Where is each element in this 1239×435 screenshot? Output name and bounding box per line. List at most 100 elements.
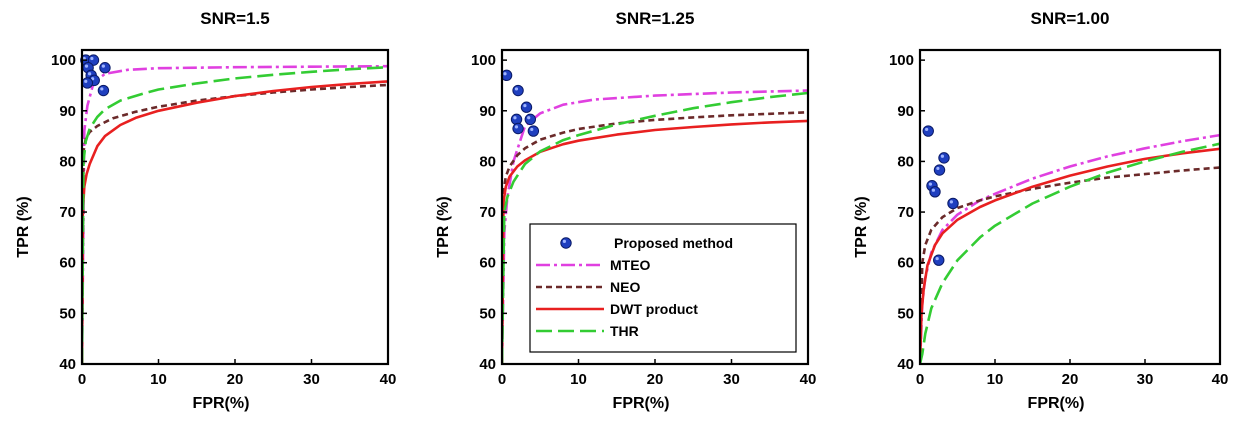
- scatter-group: [500, 69, 540, 137]
- y-tick-label: 100: [471, 52, 496, 69]
- scatter-point-highlight: [100, 87, 104, 91]
- legend-label-mteo: MTEO: [610, 257, 651, 273]
- x-tick-label: 0: [916, 371, 924, 388]
- x-tick-label: 20: [1062, 371, 1079, 388]
- y-tick-label: 90: [479, 103, 496, 120]
- scatter-point-highlight: [523, 104, 527, 108]
- series-line-neo: [502, 111, 808, 364]
- series-line-dwt-product: [82, 80, 388, 364]
- x-tick-label: 40: [380, 371, 397, 388]
- y-tick-label: 60: [897, 255, 914, 272]
- x-tick-label: 0: [498, 371, 506, 388]
- series-line-mteo: [82, 64, 388, 364]
- y-tick-label: 40: [479, 356, 496, 373]
- scatter-point-highlight: [84, 64, 89, 68]
- x-tick-label: 30: [303, 371, 320, 388]
- legend-label-neo: NEO: [610, 279, 640, 295]
- y-tick-label: 60: [479, 255, 496, 272]
- legend-marker-proposed-method: [560, 237, 572, 249]
- y-axis-label: TPR (%): [853, 196, 870, 257]
- series-line-neo: [920, 166, 1220, 364]
- y-tick-label: 40: [897, 356, 914, 373]
- scatter-point-highlight: [931, 188, 936, 192]
- x-tick-label: 0: [78, 371, 86, 388]
- y-tick-label: 40: [59, 356, 76, 373]
- x-axis-label: FPR(%): [193, 395, 250, 412]
- x-tick-label: 10: [570, 371, 587, 388]
- x-tick-label: 40: [800, 371, 817, 388]
- x-tick-label: 20: [227, 371, 244, 388]
- x-tick-label: 20: [647, 371, 664, 388]
- chart-title: SNR=1.00: [1031, 9, 1110, 28]
- y-tick-label: 50: [897, 305, 914, 322]
- legend: Proposed method MTEO NEO DWT product THR: [529, 223, 797, 353]
- scatter-point-highlight: [503, 72, 507, 76]
- chart-panel-3: SNR=1.00 0 10 20 30 40 40 50 60 70 80 90 100 FPR(%) TP…: [853, 9, 1228, 412]
- scatter-point-highlight: [87, 72, 92, 76]
- scatter-point: [947, 197, 959, 210]
- scatter-point: [520, 101, 533, 113]
- scatter-point: [99, 62, 111, 74]
- scatter-point: [933, 254, 945, 266]
- y-tick-label: 80: [59, 153, 76, 170]
- series-line-thr: [82, 65, 388, 364]
- scatter-point: [527, 125, 540, 137]
- series-group: [502, 89, 808, 364]
- scatter-point: [81, 77, 94, 89]
- x-axis-label: FPR(%): [1028, 395, 1085, 412]
- scatter-point: [933, 164, 946, 176]
- x-tick-label: 30: [1137, 371, 1154, 388]
- series-line-mteo: [920, 133, 1220, 364]
- scatter-point-highlight: [935, 256, 939, 261]
- series-line-dwt-product: [502, 119, 808, 364]
- y-tick-label: 70: [59, 204, 76, 221]
- x-tick-label: 40: [1212, 371, 1229, 388]
- y-tick-label: 60: [59, 255, 76, 272]
- y-tick-label: 70: [897, 204, 914, 221]
- scatter-point-highlight: [928, 182, 933, 186]
- scatter-point-highlight: [84, 79, 88, 83]
- y-tick-label: 70: [479, 204, 496, 221]
- scatter-point: [938, 152, 950, 164]
- scatter-point: [929, 186, 941, 198]
- scatter-point: [512, 84, 524, 97]
- y-tick-label: 50: [479, 305, 496, 322]
- scatter-group: [80, 54, 111, 97]
- series-line-mteo: [502, 89, 808, 364]
- axes-frame: [918, 48, 1222, 366]
- legend-label-thr: THR: [610, 323, 639, 339]
- scatter-point-highlight: [530, 127, 534, 132]
- chart-panel-1: SNR=1.5 0 10 20 30 40 40 50 60 70 80 90 100 FPR(%) TPR…: [15, 9, 396, 412]
- legend-box: [529, 223, 797, 353]
- series-line-neo: [82, 83, 388, 364]
- scatter-point-highlight: [514, 125, 519, 129]
- scatter-point: [97, 84, 110, 97]
- y-tick-label: 100: [889, 52, 914, 69]
- series-line-dwt-product: [920, 147, 1220, 364]
- scatter-point-highlight: [940, 154, 945, 158]
- x-tick-label: 30: [723, 371, 740, 388]
- x-axis-label: FPR(%): [613, 395, 670, 412]
- scatter-point: [922, 125, 934, 137]
- scatter-group: [922, 125, 959, 266]
- scatter-point: [512, 122, 524, 135]
- scatter-point-highlight: [90, 56, 94, 61]
- chart-title: SNR=1.5: [200, 9, 269, 28]
- chart-title: SNR=1.25: [616, 9, 695, 28]
- series-group: [82, 64, 388, 364]
- scatter-point-highlight: [514, 87, 519, 91]
- y-axis-label: TPR (%): [15, 196, 32, 257]
- scatter-point-highlight: [925, 127, 929, 132]
- y-tick-label: 90: [897, 103, 914, 120]
- scatter-point-highlight: [82, 56, 86, 61]
- series-group: [920, 133, 1220, 364]
- scatter-point-highlight: [936, 166, 940, 171]
- x-tick-label: 10: [987, 371, 1004, 388]
- y-tick-label: 80: [479, 153, 496, 170]
- y-tick-label: 80: [897, 153, 914, 170]
- scatter-point-highlight: [949, 200, 954, 204]
- scatter-point-highlight: [513, 116, 517, 120]
- y-tick-label: 90: [59, 103, 76, 120]
